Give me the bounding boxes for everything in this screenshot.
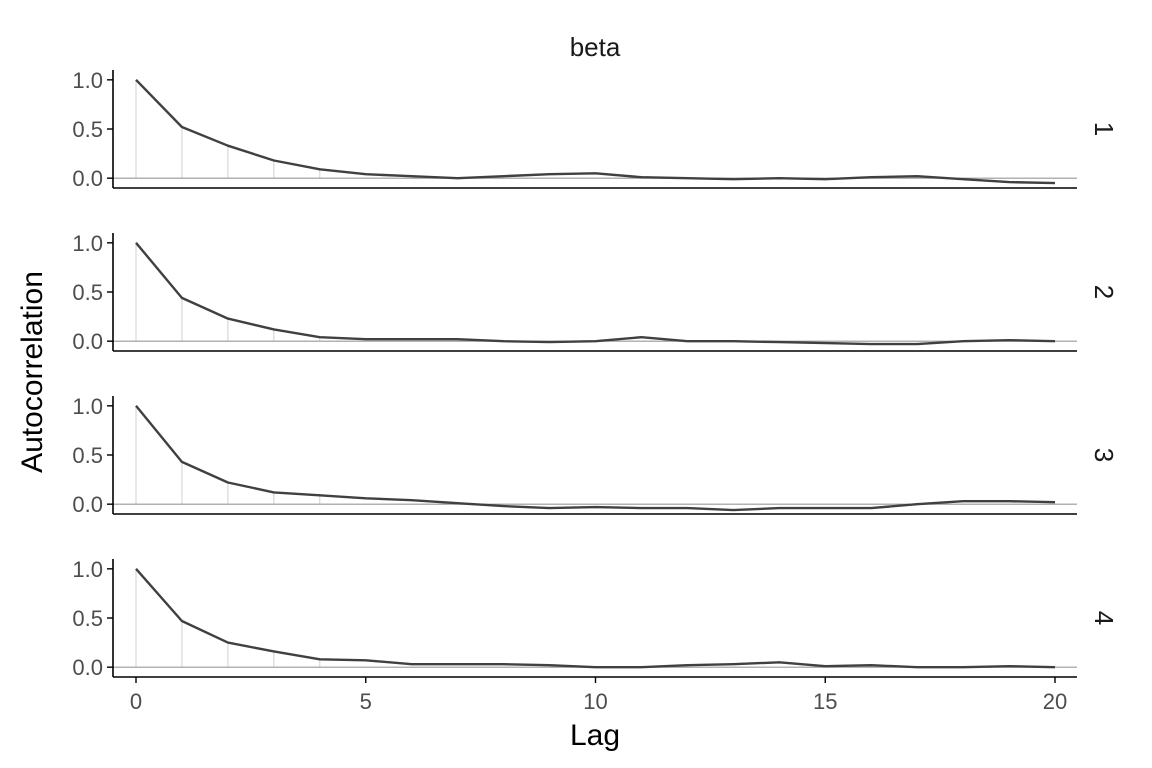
y-tick-label: 0.5 (72, 606, 103, 631)
x-axis-title: Lag (570, 719, 620, 752)
x-tick-label: 20 (1043, 689, 1067, 714)
x-tick-label: 15 (813, 689, 837, 714)
y-tick-label: 0.0 (72, 166, 103, 191)
facet-strip-label: 3 (1089, 448, 1119, 462)
y-tick-label: 0.5 (72, 443, 103, 468)
autocorrelation-line (135, 78, 1056, 185)
y-tick-label: 0.0 (72, 329, 103, 354)
facet-title: beta (570, 32, 621, 62)
facet-strip-label: 1 (1089, 122, 1119, 136)
y-tick-label: 1.0 (72, 394, 103, 419)
facet-panel-3: 0.0 0.5 1.0 3 (72, 394, 1119, 517)
autocorrelation-line (135, 405, 1056, 512)
autocorrelation-line (135, 242, 1056, 346)
y-tick-label: 1.0 (72, 231, 103, 256)
facet-panel-1: 0.0 0.5 1.0 1 (72, 68, 1119, 191)
y-tick-label: 0.0 (72, 492, 103, 517)
x-axis: 0 5 10 15 20 (130, 677, 1067, 714)
y-tick-label: 0.5 (72, 117, 103, 142)
y-tick-label: 0.0 (72, 655, 103, 680)
x-tick-label: 10 (583, 689, 607, 714)
y-tick-label: 1.0 (72, 557, 103, 582)
x-tick-label: 5 (360, 689, 372, 714)
y-tick-label: 1.0 (72, 68, 103, 93)
autocorrelation-line (135, 568, 1056, 669)
facet-panels: 0.0 0.5 1.0 1 0.0 0.5 1.0 2 0.0 0.5 1.0 3 0.0 0.5 1.0 4 (72, 68, 1119, 680)
x-tick-label: 0 (130, 689, 142, 714)
facet-strip-label: 2 (1089, 285, 1119, 299)
facet-strip-label: 4 (1089, 611, 1119, 625)
y-axis-title: Autocorrelation (16, 271, 49, 473)
y-tick-label: 0.5 (72, 280, 103, 305)
facet-panel-2: 0.0 0.5 1.0 2 (72, 231, 1119, 354)
facet-panel-4: 0.0 0.5 1.0 4 (72, 557, 1119, 680)
